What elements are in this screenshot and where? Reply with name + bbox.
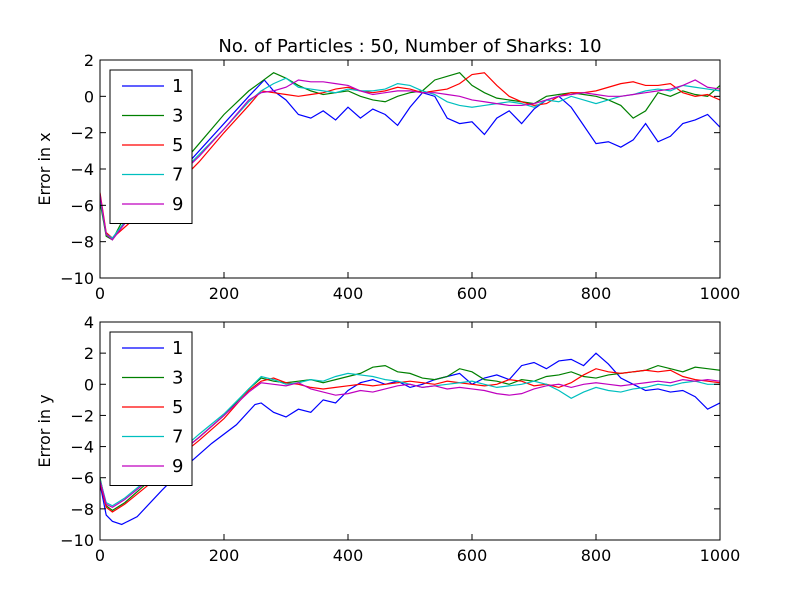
chart-title: No. of Particles : 50, Number of Sharks:…: [218, 36, 601, 57]
axes-1-x-tick-label: 400: [333, 546, 364, 565]
axes-0-legend-label-5: 5: [172, 135, 183, 156]
axes-1-series-line-1: [100, 352, 720, 526]
axes-1-y-tick-label: 2: [84, 344, 94, 363]
axes-0-x-tick-label: 800: [581, 284, 612, 303]
axes-0-y-tick-label: −4: [70, 160, 94, 179]
axes-0-x-tick-label: 600: [457, 284, 488, 303]
axes-0-y-axis-label: Error in x: [35, 132, 54, 205]
axes-1-frame: [99, 321, 721, 541]
axes-1-legend-label-5: 5: [172, 397, 183, 418]
axes-1-x-tick-label: 800: [581, 546, 612, 565]
axes-0-x-tick-label: 200: [209, 284, 240, 303]
axes-0-y-tick-label: 2: [84, 51, 94, 70]
axes-1-x-tick-label: 0: [95, 546, 105, 565]
axes-0-y-tick-label: −8: [70, 233, 94, 252]
axes-error-in-y: 0 200 400 600 800 1000 −10 −8 −6 −4 −2 0 2 4 Error in …: [35, 313, 740, 565]
axes-1-y-axis-label: Error in y: [35, 394, 54, 467]
axes-0-series-line-1: [100, 79, 720, 239]
axes-1-y-tick-label: −6: [70, 469, 94, 488]
axes-error-in-x: 0 200 400 600 800 1000 −10 −8 −6 −4 −2 0 2 Error in x…: [35, 51, 740, 303]
axes-0-y-tick-label: −2: [70, 124, 94, 143]
axes-0-x-tick-label: 1000: [700, 284, 741, 303]
axes-1-x-tick-label: 600: [457, 546, 488, 565]
axes-1-x-tick-label: 200: [209, 546, 240, 565]
axes-1-y-tick-label: 0: [84, 375, 94, 394]
axes-0-legend-label-7: 7: [172, 165, 183, 186]
axes-1-y-tick-label: −8: [70, 500, 94, 519]
axes-1-series-line-9: [100, 379, 720, 508]
axes-0-y-tick-label: 0: [84, 87, 94, 106]
axes-1-y-tick-label: −10: [60, 531, 94, 550]
axes-0-legend-label-1: 1: [172, 76, 183, 97]
axes-0-y-tick-label: −6: [70, 196, 94, 215]
axes-0-series: [100, 72, 720, 241]
axes-1-y-tick-label: 4: [84, 313, 94, 332]
axes-0-legend-label-9: 9: [172, 194, 183, 215]
axes-0-x-tick-label: 400: [333, 284, 364, 303]
axes-1-series: [100, 352, 720, 526]
axes-1-legend-label-9: 9: [172, 456, 183, 477]
axes-0-y-tick-label: −10: [60, 269, 94, 288]
axes-0-x-tick-label: 0: [95, 284, 105, 303]
axes-1-legend-box: [109, 331, 193, 486]
axes-1-legend-label-7: 7: [172, 427, 183, 448]
axes-0-series-line-9: [100, 79, 720, 241]
axes-0-series-line-5: [100, 72, 720, 239]
axes-1-legend-label-3: 3: [172, 368, 183, 389]
axes-1-y-tick-label: −4: [70, 438, 94, 457]
axes-1-y-tick-label: −2: [70, 406, 94, 425]
axes-1-x-tick-label: 1000: [700, 546, 741, 565]
axes-0-legend-box: [109, 69, 193, 224]
axes-0-series-line-3: [100, 72, 720, 241]
axes-0-legend: 1 3 5 7 9: [109, 69, 193, 224]
axes-1-legend-label-1: 1: [172, 338, 183, 359]
axes-0-legend-label-3: 3: [172, 106, 183, 127]
axes-1-legend: 1 3 5 7 9: [109, 331, 193, 486]
